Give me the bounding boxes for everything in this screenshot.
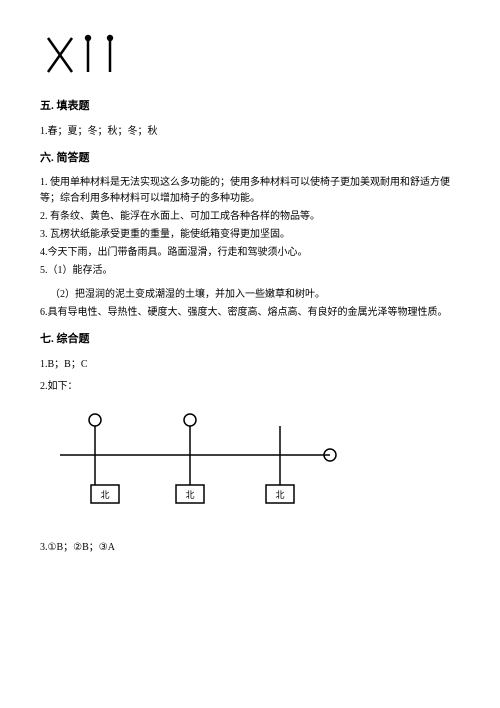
section7-title: 七. 综合题 — [40, 331, 460, 349]
q2: 2. 有条纹、黄色、能浮在水面上、可加工成各种各样的物品等。 — [40, 209, 460, 225]
section6-answers: 1. 使用单种材料是无法实现这么多功能的；使用多种材料可以使椅子更加美观耐用和舒… — [40, 175, 460, 321]
q5a: 5.（1）能存活。 — [40, 263, 460, 279]
svg-text:北: 北 — [100, 490, 109, 500]
section7-answer1: 1.B；B；C — [40, 357, 460, 373]
q5b: （2）把湿润的泥土变成潮湿的土壤，并加入一些嫩草和树叶。 — [50, 287, 460, 303]
section7-answer2: 2.如下： — [40, 379, 460, 395]
q3: 3. 瓦楞状纸能承受更重的重量，能使纸箱变得更加坚固。 — [40, 227, 460, 243]
svg-text:北: 北 — [275, 490, 284, 500]
q4: 4.今天下雨，出门带备雨具。路面湿滑，行走和驾驶须小心。 — [40, 245, 460, 261]
section5-title: 五. 填表题 — [40, 98, 460, 116]
section7-answer3: 3.①B；②B；③A — [40, 540, 460, 556]
q1: 1. 使用单种材料是无法实现这么多功能的；使用多种材料可以使椅子更加美观耐用和舒… — [40, 175, 460, 207]
svg-text:北: 北 — [185, 490, 194, 500]
section6-title: 六. 简答题 — [40, 150, 460, 168]
q6: 6.具有导电性、导热性、硬度大、强度大、密度高、熔点高、有良好的金属光泽等物理性… — [40, 305, 460, 321]
section5-answer1: 1.春；夏；冬；秋；冬；秋 — [40, 124, 460, 140]
compass-diagram: 北 北 北 — [40, 410, 460, 520]
roman-numeral-xii — [40, 30, 460, 80]
